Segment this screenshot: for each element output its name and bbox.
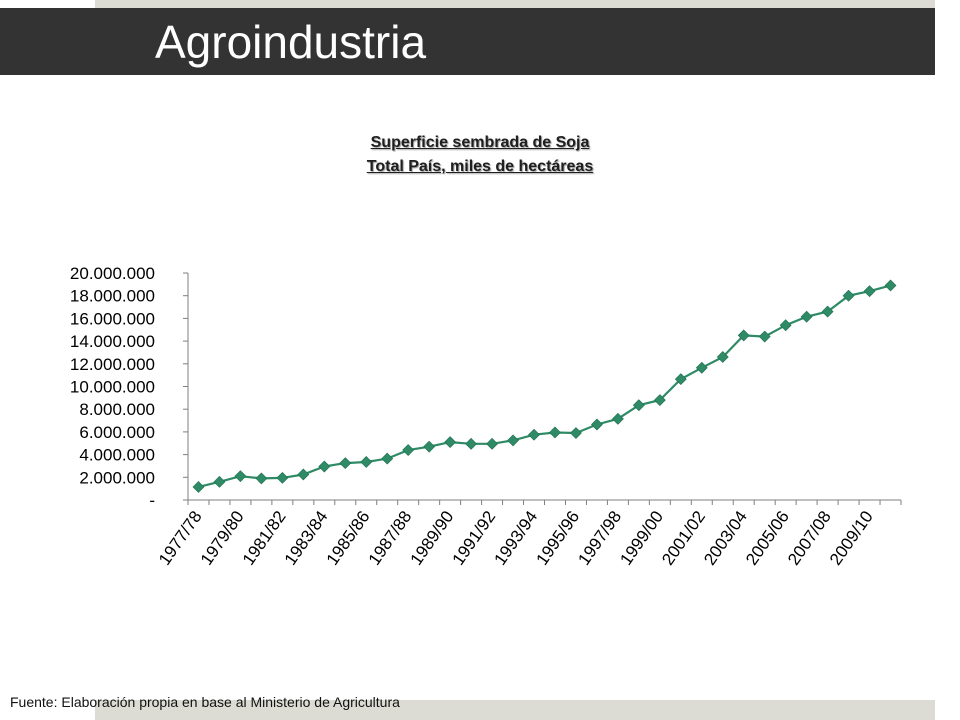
data-point: [884, 279, 897, 292]
data-point: [653, 394, 666, 407]
x-tick-label: 2009/10: [826, 507, 877, 568]
y-tick-label: 2.000.000: [79, 468, 155, 487]
data-point: [444, 436, 457, 449]
data-point: [486, 437, 498, 450]
data-point: [800, 310, 813, 323]
data-point: [591, 418, 603, 431]
data-point: [318, 460, 331, 473]
data-point: [234, 470, 247, 483]
data-point: [402, 444, 415, 456]
y-tick-label: 16.000.000: [70, 309, 155, 328]
bottom-accent-strip: [95, 700, 935, 720]
chart-subtitle: Total País, miles de hectáreas: [366, 158, 594, 175]
y-tick-label: 6.000.000: [79, 423, 155, 442]
data-point: [255, 472, 268, 485]
title-bar: [0, 8, 935, 75]
source-note: Fuente: Elaboración propia en base al Mi…: [10, 694, 400, 710]
data-point: [465, 437, 478, 450]
data-point: [423, 440, 436, 453]
data-point: [507, 434, 519, 447]
y-axis: - 2.000.000 4.000.000 6.000.000 8.000.000 10.…: [70, 264, 189, 510]
data-point: [632, 399, 645, 412]
data-point: [611, 412, 624, 425]
series-line: [198, 284, 891, 488]
data-point: [381, 452, 394, 465]
slide-title: Agroindustria: [155, 16, 427, 68]
x-axis: 1977/781979/801981/821983/841985/861987/…: [155, 499, 902, 569]
data-point: [276, 471, 289, 484]
y-tick-label: 10.000.000: [70, 378, 155, 397]
data-point: [339, 457, 352, 470]
y-tick-label: 12.000.000: [70, 355, 155, 374]
data-point: [737, 329, 750, 342]
y-tick-label: 18.000.000: [70, 287, 155, 306]
data-point: [863, 285, 876, 298]
data-point: [213, 475, 226, 488]
data-point: [695, 361, 708, 374]
data-point: [716, 351, 729, 363]
data-point: [821, 305, 834, 318]
data-point: [360, 456, 373, 468]
data-point: [528, 428, 540, 441]
y-tick-label: 20.000.000: [70, 264, 155, 283]
data-point: [297, 468, 310, 481]
series-soja: [192, 279, 897, 493]
data-point: [192, 481, 205, 493]
data-point: [549, 426, 561, 439]
data-point: [779, 319, 792, 332]
y-tick-label: 14.000.000: [70, 332, 155, 351]
top-accent-strip: [95, 0, 935, 8]
data-point: [758, 330, 771, 343]
y-tick-label: 4.000.000: [79, 446, 155, 465]
chart-title: Superficie sembrada de Soja: [370, 134, 590, 151]
y-tick-label: 8.000.000: [79, 400, 155, 419]
data-point: [842, 289, 855, 302]
data-point: [570, 427, 582, 439]
y-tick-label: -: [149, 491, 155, 510]
data-point: [674, 373, 687, 386]
